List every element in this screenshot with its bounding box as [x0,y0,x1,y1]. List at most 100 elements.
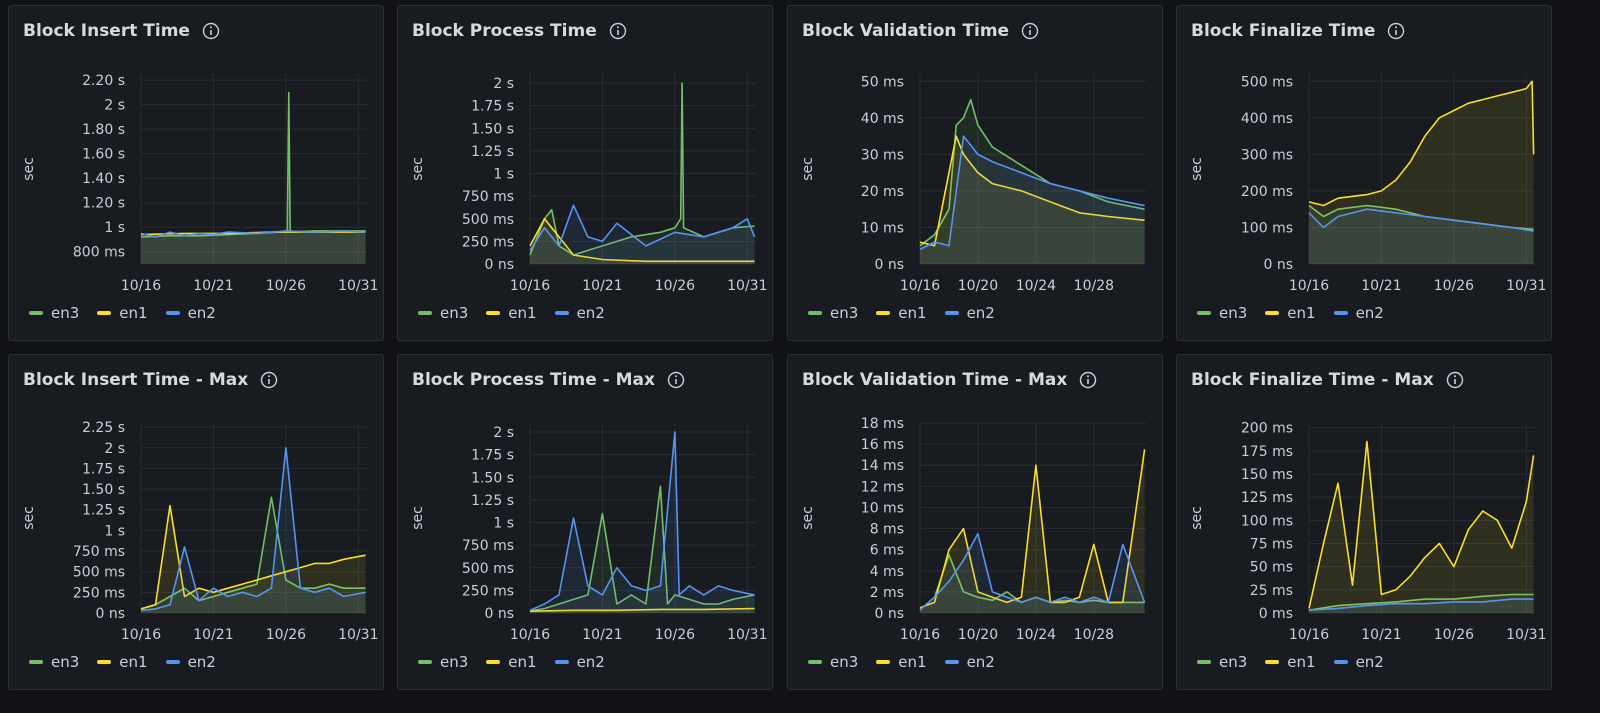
series-area-en3 [1309,205,1534,264]
legend: en3 en1 en2 [808,653,995,671]
x-tick-label: 10/31 [1506,278,1546,294]
panel-title[interactable]: Block Insert Time - Max [23,370,249,390]
legend-label: en2 [576,653,605,671]
legend-item-en1[interactable]: en1 [1265,653,1316,671]
legend-item-en1[interactable]: en1 [97,304,148,322]
legend-item-en2[interactable]: en2 [165,653,216,671]
chart-panel[interactable]: Block Insert Time - Max 0 ns 250 ms 500 ms 7… [8,354,384,690]
legend-item-en3[interactable]: en3 [29,653,79,671]
legend-item-en2[interactable]: en2 [554,304,605,322]
legend-item-en3[interactable]: en3 [1197,304,1247,322]
y-tick-label: 1.25 s [82,503,125,519]
x-tick-label: 10/26 [1434,278,1474,294]
series-line-en1[interactable] [1308,80,1535,207]
legend-item-en1[interactable]: en1 [97,653,148,671]
chart-panel[interactable]: Block Finalize Time 0 ns 100 ms 200 ms 300 m… [1176,5,1552,341]
series-line-en1[interactable] [1308,440,1535,609]
y-tick-label: 750 ms [462,189,514,205]
panel-header: Block Insert Time - Max [23,367,278,393]
y-tick-label: 200 ms [1241,184,1293,200]
series-area-en2 [920,136,1145,264]
info-icon[interactable] [1387,22,1405,40]
info-icon[interactable] [1079,371,1097,389]
y-tick-label: 500 ms [462,561,514,577]
series-line-en2[interactable] [1308,598,1534,611]
series-line-en1[interactable] [529,218,755,263]
panel-title[interactable]: Block Validation Time - Max [802,370,1068,390]
legend-item-en1[interactable]: en1 [1265,304,1316,322]
chart-panel[interactable]: Block Validation Time - Max 0 ns 2 ms 4 ms 6… [787,354,1163,690]
y-tick-label: 8 ms [870,522,904,538]
chart-panel[interactable]: Block Finalize Time - Max 0 ms 25 ms 50 ms 7… [1176,354,1552,690]
series-area-en1 [141,232,366,264]
info-icon[interactable] [1446,371,1464,389]
series-area-en3 [530,83,755,264]
series-line-en1[interactable] [919,449,1146,609]
legend-item-en1[interactable]: en1 [876,304,927,322]
legend: en3 en1 en2 [418,304,605,322]
panel-title[interactable]: Block Finalize Time - Max [1191,370,1434,390]
y-tick-label: 2.20 s [82,73,125,89]
series-line-en1[interactable] [529,607,755,612]
panel-title[interactable]: Block Validation Time [802,21,1010,41]
legend-item-en2[interactable]: en2 [165,304,216,322]
legend-swatch [876,311,891,315]
legend-item-en2[interactable]: en2 [554,653,605,671]
x-tick-label: 10/16 [900,278,940,294]
panel-header: Block Finalize Time [1191,18,1405,44]
legend-swatch [418,660,432,664]
series-line-en2[interactable] [140,447,366,612]
series-line-en2[interactable] [529,431,755,612]
legend-item-en3[interactable]: en3 [418,304,468,322]
series-line-en2[interactable] [919,135,1145,251]
legend-swatch [876,660,891,664]
series-line-en3[interactable] [140,496,366,610]
legend-item-en2[interactable]: en2 [944,653,995,671]
legend-item-en2[interactable]: en2 [1333,653,1384,671]
x-tick-label: 10/21 [1361,278,1401,294]
legend-item-en3[interactable]: en3 [808,304,858,322]
info-icon[interactable] [202,22,220,40]
info-icon[interactable] [667,371,685,389]
series-line-en2[interactable] [140,230,366,238]
legend-item-en1[interactable]: en1 [486,653,537,671]
series-line-en2[interactable] [1308,208,1534,232]
chart-panel[interactable]: Block Process Time 0 ns 250 ms 500 ms 750 ms… [397,5,773,341]
series-line-en3[interactable] [140,91,366,238]
chart-panel[interactable]: Block Process Time - Max 0 ns 250 ms 500 ms… [397,354,773,690]
y-tick-label: 1.75 s [82,461,125,477]
legend-item-en2[interactable]: en2 [1333,304,1384,322]
info-icon[interactable] [609,22,627,40]
y-tick-label: 150 ms [1241,467,1293,483]
info-icon[interactable] [260,371,278,389]
series-line-en1[interactable] [919,135,1145,247]
legend-item-en3[interactable]: en3 [29,304,79,322]
legend-item-en1[interactable]: en1 [876,653,927,671]
x-tick-label: 10/24 [1016,627,1056,643]
series-line-en3[interactable] [529,485,755,612]
series-line-en2[interactable] [529,204,756,251]
panel-title[interactable]: Block Process Time [412,21,597,41]
y-tick-label: 10 ms [861,220,904,236]
legend-item-en2[interactable]: en2 [944,304,995,322]
legend-item-en3[interactable]: en3 [418,653,468,671]
x-tick-label: 10/31 [727,278,767,294]
info-icon[interactable] [1021,22,1039,40]
series-line-en1[interactable] [140,504,366,610]
series-line-en3[interactable] [1308,593,1534,611]
y-tick-label: 0 ns [484,606,514,622]
chart-panel[interactable]: Block Insert Time 800 ms 1 s 1.20 s 1.40 s 1.… [8,5,384,341]
series-line-en3[interactable] [529,82,755,256]
legend-item-en3[interactable]: en3 [808,653,858,671]
panel-title[interactable]: Block Insert Time [23,21,190,41]
panel-title[interactable]: Block Finalize Time [1191,21,1376,41]
x-tick-label: 10/16 [121,627,161,643]
chart-svg: 0 ms 25 ms 50 ms 75 ms 100 ms 125 ms 150 ms 175… [1189,421,1546,643]
y-tick-label: 500 ms [1241,74,1293,90]
legend-item-en1[interactable]: en1 [486,304,537,322]
chart-panel[interactable]: Block Validation Time 0 ns 10 ms 20 ms 30 ms… [787,5,1163,341]
legend-item-en3[interactable]: en3 [1197,653,1247,671]
series-line-en2[interactable] [919,533,1146,611]
panel-title[interactable]: Block Process Time - Max [412,370,655,390]
y-tick-label: 1 s [104,523,125,539]
